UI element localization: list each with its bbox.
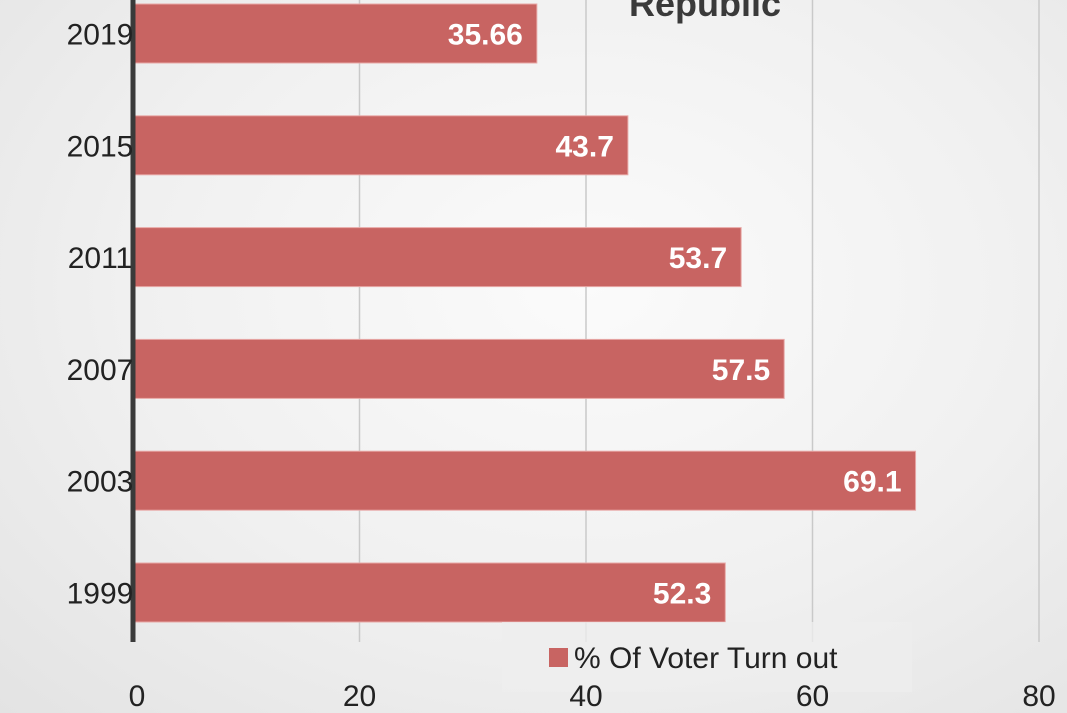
- bar-2011: [134, 227, 742, 288]
- y-tick-2007: 2007: [67, 354, 134, 387]
- bar-2007: [134, 338, 785, 399]
- y-tick-2019: 2019: [67, 19, 134, 52]
- y-tick-labels: 2019 2015 2011 2007 2003 1999: [67, 19, 134, 611]
- x-tick-60: 60: [796, 680, 829, 713]
- bar-series: [134, 3, 917, 623]
- legend: % Of Voter Turn out: [502, 622, 912, 692]
- data-label-2007: 57.5: [712, 354, 770, 387]
- gridlines: [358, 0, 1040, 642]
- x-tick-0: 0: [129, 680, 146, 713]
- data-label-2011: 53.7: [669, 242, 727, 275]
- chart-title: Republic: [629, 0, 781, 24]
- bar-1999: [134, 562, 726, 623]
- bar-2019: [134, 3, 538, 64]
- x-tick-80: 80: [1022, 680, 1055, 713]
- legend-background: [502, 622, 912, 692]
- bar-2015: [134, 115, 629, 176]
- y-tick-2015: 2015: [67, 130, 134, 163]
- bar-2003: [134, 450, 917, 511]
- y-tick-2011: 2011: [68, 242, 133, 275]
- x-tick-20: 20: [343, 680, 376, 713]
- y-tick-1999: 1999: [67, 578, 134, 611]
- x-tick-40: 40: [569, 680, 602, 713]
- x-tick-labels: 0 20 40 60 80: [129, 680, 1056, 713]
- data-label-2019: 35.66: [448, 19, 523, 52]
- data-label-2003: 69.1: [843, 466, 901, 499]
- data-label-2015: 43.7: [556, 130, 614, 163]
- data-labels: 35.66 43.7 53.7 57.5 69.1 52.3: [448, 19, 902, 611]
- y-tick-2003: 2003: [67, 466, 134, 499]
- legend-label: % Of Voter Turn out: [574, 642, 838, 675]
- legend-swatch: [549, 648, 568, 667]
- data-label-1999: 52.3: [653, 578, 711, 611]
